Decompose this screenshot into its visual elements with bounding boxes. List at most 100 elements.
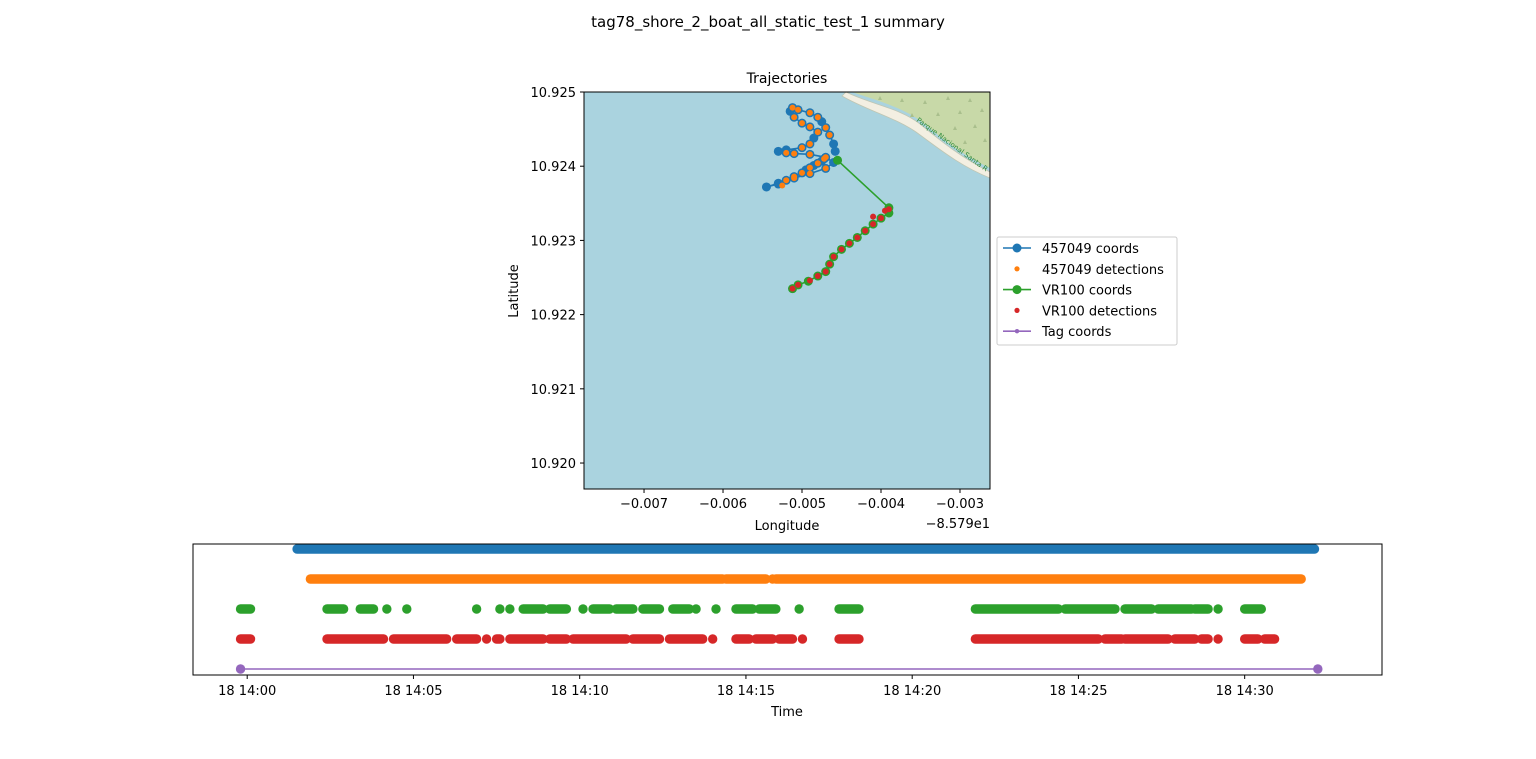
map-detection-point bbox=[799, 120, 806, 127]
legend-label: VR100 coords bbox=[1042, 284, 1132, 299]
map-detection-point bbox=[799, 169, 806, 176]
map-detection-point bbox=[822, 268, 829, 275]
map-y-tick-label: 10.922 bbox=[531, 309, 577, 324]
map-detection-point bbox=[826, 261, 833, 268]
timeline-point bbox=[235, 664, 246, 674]
map-tree-symbol bbox=[878, 96, 882, 100]
map-detection-point bbox=[806, 123, 813, 130]
map-detection-point bbox=[806, 277, 813, 284]
map-coastline bbox=[841, 92, 990, 179]
map-detection-point bbox=[854, 234, 861, 241]
map-detection-point bbox=[838, 246, 845, 253]
map-tree-symbol bbox=[910, 113, 914, 117]
timeline-x-tick-label: 18 14:05 bbox=[384, 684, 442, 699]
legend-label: Tag coords bbox=[1041, 325, 1112, 340]
map-y-tick-label: 10.920 bbox=[531, 457, 577, 472]
timeline-point bbox=[481, 634, 492, 644]
map-tree-symbol bbox=[983, 138, 987, 142]
map-tree-symbol bbox=[900, 98, 904, 102]
map-detection-point bbox=[870, 213, 877, 220]
legend-frame bbox=[996, 236, 1178, 346]
map-detection-point bbox=[877, 215, 884, 222]
map-frame bbox=[583, 91, 991, 490]
map-detection-point bbox=[814, 114, 821, 121]
map-tree-symbol bbox=[968, 98, 972, 102]
legend-label: 457049 coords bbox=[1042, 242, 1139, 257]
map-y-tick-label: 10.921 bbox=[531, 383, 577, 398]
legend-swatch-marker bbox=[1012, 243, 1022, 253]
timeline-point bbox=[711, 604, 721, 614]
legend-item-vr100-detections: VR100 detections bbox=[1014, 304, 1157, 319]
timeline-series-vr100-coords bbox=[235, 604, 1267, 614]
timeline-x-label: Time bbox=[770, 705, 803, 720]
map-tree-symbol bbox=[963, 140, 967, 144]
map-detection-point bbox=[814, 129, 821, 136]
map-detection-point bbox=[791, 114, 798, 121]
timeline-point bbox=[1213, 634, 1223, 644]
legend-swatch-marker bbox=[1014, 329, 1020, 334]
map-y-ticks: 10.920 10.921 10.922 10.923 10.924 10.925 bbox=[531, 86, 584, 472]
map-x-tick-label: −0.006 bbox=[699, 497, 747, 512]
map-detection-point bbox=[826, 132, 833, 139]
map-y-tick-label: 10.924 bbox=[531, 160, 577, 175]
timeline-series-vr100-detections bbox=[235, 634, 1280, 644]
timeline-frame bbox=[192, 543, 1383, 676]
legend-label: 457049 detections bbox=[1042, 263, 1164, 278]
map-detection-point bbox=[806, 170, 813, 177]
map-detection-point bbox=[822, 124, 829, 131]
map-detection-point bbox=[789, 104, 796, 111]
timeline-x-tick-label: 18 14:30 bbox=[1216, 684, 1274, 699]
map-x-tick-label: −0.004 bbox=[857, 497, 905, 512]
map-land-markings bbox=[878, 96, 987, 144]
timeline-point bbox=[797, 634, 808, 644]
map-title: Trajectories bbox=[746, 71, 828, 87]
legend-swatch-marker bbox=[1014, 266, 1020, 272]
map-series-457049-detections bbox=[779, 104, 833, 189]
map-point bbox=[761, 182, 771, 192]
map-x-tick-label: −0.003 bbox=[936, 497, 984, 512]
map-detection-point bbox=[806, 164, 813, 171]
timeline-x-tick-label: 18 14:00 bbox=[218, 684, 276, 699]
map-detection-point bbox=[822, 154, 829, 161]
timeline-x-ticks: 18 14:00 18 14:05 18 14:10 18 14:15 18 14:20… bbox=[218, 675, 1274, 699]
map-detection-point bbox=[806, 151, 813, 158]
map-series-layer bbox=[761, 103, 894, 294]
map-tree-symbol bbox=[953, 126, 957, 130]
map-detection-point bbox=[806, 109, 813, 116]
timeline-point bbox=[505, 604, 515, 614]
timeline-series-tag-coords bbox=[235, 664, 1323, 674]
timeline-series-layer bbox=[235, 544, 1323, 674]
timeline-point bbox=[794, 604, 804, 614]
legend-item-tag-coords: Tag coords bbox=[1003, 325, 1112, 340]
timeline-series-457049-detections bbox=[305, 574, 1306, 584]
timeline-x-tick-label: 18 14:25 bbox=[1049, 684, 1107, 699]
map-detection-point bbox=[862, 227, 869, 234]
map-detection-point bbox=[881, 207, 888, 214]
map-detection-point bbox=[795, 106, 802, 113]
timeline-point bbox=[495, 604, 505, 614]
timeline-point bbox=[707, 634, 718, 644]
map-detection-point bbox=[789, 285, 796, 292]
legend: 457049 coords 457049 detections VR100 coor… bbox=[996, 236, 1178, 346]
legend-item-457049-detections: 457049 detections bbox=[1014, 263, 1164, 278]
map-y-tick-label: 10.925 bbox=[531, 86, 577, 101]
map-tree-symbol bbox=[923, 100, 927, 104]
timeline-point bbox=[691, 604, 701, 614]
map-tree-symbol bbox=[936, 112, 940, 116]
map-point bbox=[833, 155, 843, 165]
map-detection-point bbox=[783, 177, 790, 184]
map-detection-point bbox=[806, 140, 813, 147]
timeline-x-tick-label: 18 14:20 bbox=[883, 684, 941, 699]
map-detection-point bbox=[799, 144, 806, 151]
map-series-line bbox=[792, 159, 890, 290]
map-detection-point bbox=[791, 150, 798, 157]
map-detection-point bbox=[795, 281, 802, 288]
legend-swatch-marker bbox=[1014, 307, 1020, 313]
timeline-point bbox=[1313, 664, 1323, 674]
map-tree-symbol bbox=[973, 124, 977, 128]
map-tree-symbol bbox=[980, 108, 984, 112]
legend-label: VR100 detections bbox=[1042, 304, 1157, 319]
map-detection-point bbox=[814, 160, 821, 167]
map-water bbox=[584, 92, 990, 489]
